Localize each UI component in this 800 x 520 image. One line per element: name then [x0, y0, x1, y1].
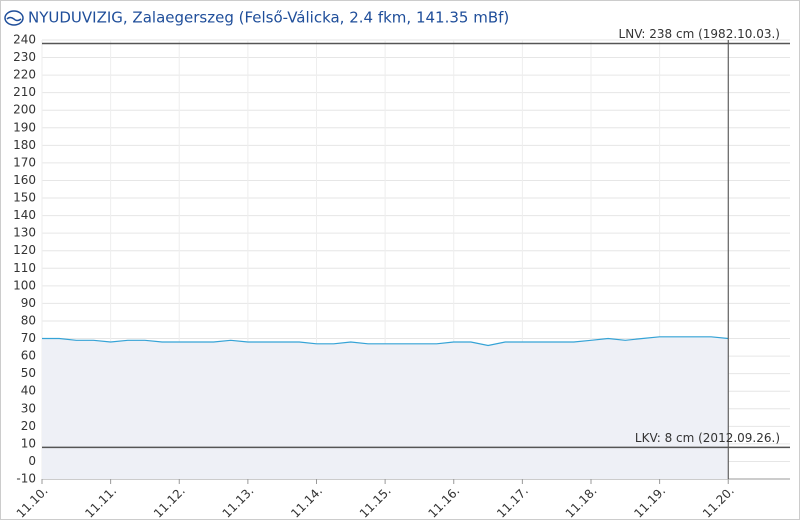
y-tick-label: 70	[21, 331, 36, 345]
series-line	[42, 336, 729, 347]
y-tick-label: 160	[13, 173, 36, 187]
y-tick-label: -10	[16, 472, 36, 486]
y-tick-label: 30	[21, 401, 36, 415]
reference-label: LKV: 8 cm (2012.09.26.)	[635, 431, 780, 445]
y-tick-label: 150	[13, 191, 36, 205]
area	[42, 336, 729, 479]
y-tick-label: 50	[21, 366, 36, 380]
y-tick-label: 210	[13, 85, 36, 99]
y-tick-label: 230	[13, 50, 36, 64]
y-tick-label: 90	[21, 296, 36, 310]
y-tick-label: 0	[28, 454, 36, 468]
y-tick-label: 220	[13, 68, 36, 82]
y-tick-label: 10	[21, 436, 36, 450]
y-tick-label: 110	[13, 261, 36, 275]
y-tick-label: 140	[13, 208, 36, 222]
y-tick-label: 80	[21, 313, 36, 327]
y-tick-label: 130	[13, 226, 36, 240]
y-tick-label: 100	[13, 278, 36, 292]
y-tick-label: 180	[13, 138, 36, 152]
y-tick-label: 20	[21, 419, 36, 433]
y-tick-label: 190	[13, 120, 36, 134]
logo	[4, 10, 24, 26]
y-tick-label: 240	[13, 33, 36, 47]
y-tick-label: 170	[13, 155, 36, 169]
y-tick-label: 60	[21, 349, 36, 363]
y-tick-label: 120	[13, 243, 36, 257]
y-tick-label: 200	[13, 103, 36, 117]
y-tick-label: 40	[21, 384, 36, 398]
reference-label: LNV: 238 cm (1982.10.03.)	[619, 27, 780, 41]
chart-title: NYUDUVIZIG, Zalaegerszeg (Felső-Válicka,…	[28, 9, 509, 27]
